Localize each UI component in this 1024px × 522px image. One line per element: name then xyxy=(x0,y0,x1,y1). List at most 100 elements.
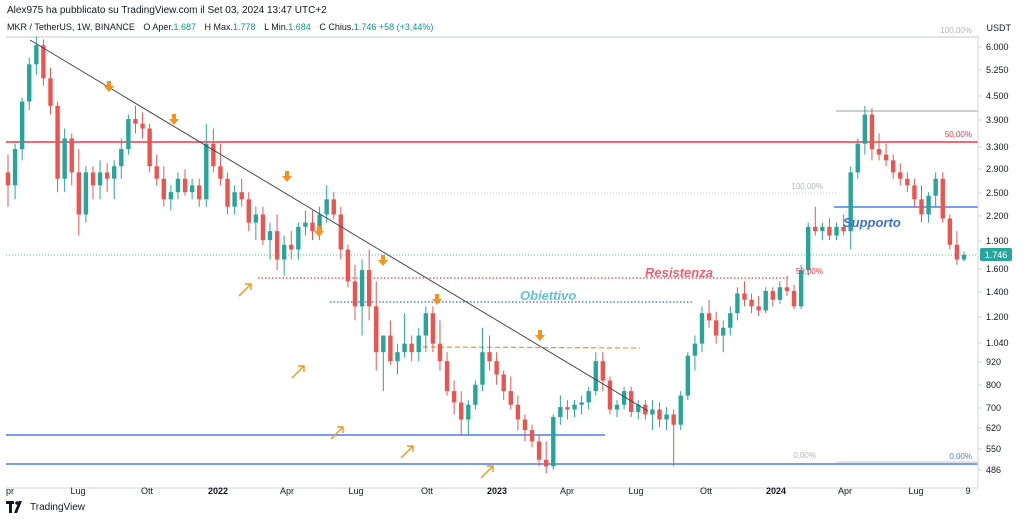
symbol-label: MKR / TetherUS, 1W, BINANCE xyxy=(7,22,135,32)
y-tick-label: 2.500 xyxy=(986,188,1009,198)
candle xyxy=(281,235,287,276)
candle-body xyxy=(933,178,938,196)
candle-body xyxy=(310,222,315,232)
candle xyxy=(827,218,832,241)
candle-body xyxy=(303,222,308,227)
candle-body xyxy=(721,327,726,336)
candle-body xyxy=(189,185,195,193)
candle xyxy=(940,172,945,223)
candle xyxy=(791,284,797,310)
candle xyxy=(728,306,733,336)
candle xyxy=(473,380,478,410)
candle-body xyxy=(806,226,811,271)
candle xyxy=(324,185,329,223)
candle-body xyxy=(947,218,953,245)
candle xyxy=(855,138,860,179)
candle-body xyxy=(253,214,259,223)
fib-100-top-label: 100,00% xyxy=(940,26,972,35)
candle-body xyxy=(926,195,931,215)
candle xyxy=(352,264,358,321)
candle xyxy=(331,192,336,219)
candle xyxy=(12,143,18,200)
supporto-label: Supporto xyxy=(843,215,901,230)
candle-body xyxy=(34,45,39,65)
x-tick-label: 2024 xyxy=(766,486,786,496)
y-tick-label: 486 xyxy=(986,465,1001,475)
candle-body xyxy=(423,313,429,336)
candle xyxy=(607,376,613,415)
y-tick-label: 550 xyxy=(986,444,1001,454)
tradingview-brand: TradingView xyxy=(30,501,86,513)
candle xyxy=(430,306,436,353)
y-tick-label: 4.500 xyxy=(986,91,1009,101)
candle-body xyxy=(912,185,917,200)
candle xyxy=(76,149,82,236)
candle xyxy=(933,172,938,207)
candle-body xyxy=(671,414,676,425)
candle xyxy=(133,105,138,134)
candle xyxy=(437,320,443,371)
candle-body xyxy=(246,199,251,223)
candle-body xyxy=(218,166,223,179)
candle xyxy=(62,128,67,193)
candle xyxy=(175,172,181,200)
candle xyxy=(126,114,131,155)
candle xyxy=(883,143,889,167)
candle-body xyxy=(409,343,414,353)
candle xyxy=(182,169,188,196)
candle-body xyxy=(5,172,11,186)
trendline xyxy=(29,39,649,412)
candle-body xyxy=(395,352,400,362)
candle-body xyxy=(69,138,74,173)
x-tick-label: Ott xyxy=(421,486,434,496)
candle-body xyxy=(19,101,25,150)
arrow-head xyxy=(298,365,305,372)
candle-body xyxy=(83,172,89,215)
candle xyxy=(274,214,280,271)
candle-body xyxy=(848,172,853,232)
candle xyxy=(359,259,365,336)
candle xyxy=(777,281,783,304)
arrow-shaft xyxy=(400,445,414,459)
candle-body xyxy=(459,402,464,420)
candle xyxy=(112,160,117,200)
open-text: Aper. xyxy=(152,22,174,32)
candle xyxy=(890,154,896,179)
y-tick-label: 1.900 xyxy=(986,236,1009,246)
high-value: 1.778 xyxy=(233,22,256,32)
candle xyxy=(197,178,202,207)
candle-body xyxy=(508,391,513,405)
candle-body xyxy=(905,178,910,186)
candle-body xyxy=(331,199,336,215)
candle xyxy=(494,352,499,385)
candle xyxy=(338,206,344,260)
candle xyxy=(806,222,811,276)
y-tick-label: 920 xyxy=(986,357,1001,367)
x-tick-label: Lug xyxy=(70,486,85,496)
x-tick-label: Ott xyxy=(141,486,154,496)
y-tick-label: 2.200 xyxy=(986,211,1009,221)
up-right-arrow-icon xyxy=(480,465,494,479)
candle-body xyxy=(735,293,740,314)
candle-body xyxy=(551,416,556,467)
candle xyxy=(168,185,174,211)
candle-body xyxy=(345,249,351,282)
candle xyxy=(27,57,32,111)
candle-body xyxy=(487,352,492,362)
candle-body xyxy=(267,231,273,241)
x-tick-label: Apr xyxy=(280,486,294,496)
up-right-arrow-icon xyxy=(238,283,252,297)
candle xyxy=(905,172,910,193)
candle xyxy=(501,370,506,401)
candle xyxy=(416,327,421,362)
candle-body xyxy=(352,281,358,307)
candle xyxy=(19,97,25,161)
candle-body xyxy=(614,404,620,410)
candle xyxy=(409,335,414,362)
candle-body xyxy=(543,459,549,467)
candle-body xyxy=(119,149,124,167)
arrow-shaft xyxy=(330,426,344,440)
candle-body xyxy=(494,361,499,375)
arrow-head xyxy=(487,465,494,472)
